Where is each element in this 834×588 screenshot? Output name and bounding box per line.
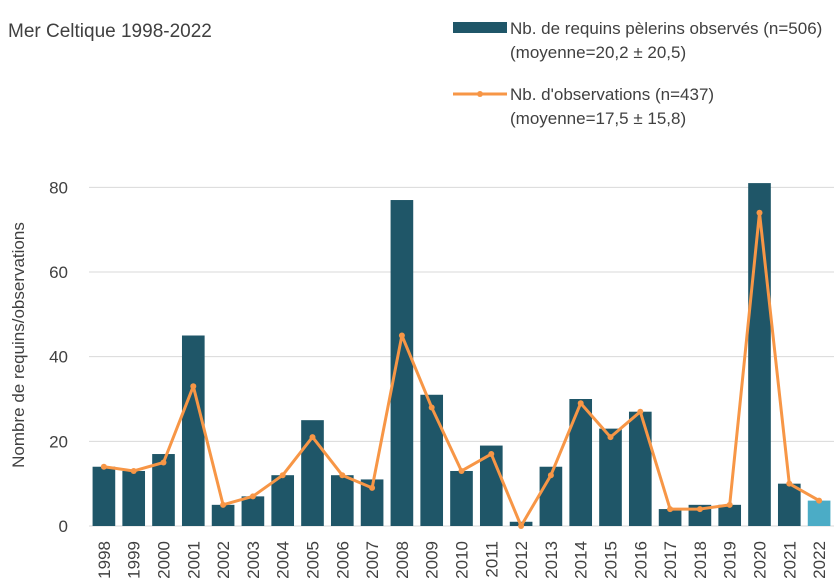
bar xyxy=(211,504,235,526)
line-marker xyxy=(100,463,107,470)
x-tick-label: 2013 xyxy=(542,541,561,579)
x-tick-label: 1999 xyxy=(125,541,144,579)
line-marker xyxy=(190,383,197,390)
line-marker xyxy=(607,434,614,441)
x-tick-label: 2007 xyxy=(363,541,382,579)
line-marker xyxy=(458,467,465,474)
line-marker xyxy=(726,501,733,508)
line-marker xyxy=(398,332,405,339)
line-marker xyxy=(816,497,823,504)
bar xyxy=(181,335,205,526)
line-marker xyxy=(249,493,256,500)
bar xyxy=(569,399,593,526)
line-marker xyxy=(696,506,703,513)
x-tick-label: 2020 xyxy=(751,541,770,579)
line-marker xyxy=(518,523,525,529)
bar xyxy=(330,475,354,526)
x-tick-label: 2000 xyxy=(155,541,174,579)
bar xyxy=(658,509,682,526)
bar xyxy=(122,470,146,526)
legend-swatch xyxy=(453,22,507,33)
bar xyxy=(92,466,116,526)
x-tick-label: 2009 xyxy=(423,541,442,579)
y-tick-label: 0 xyxy=(59,517,68,536)
bar xyxy=(777,483,801,526)
line-marker xyxy=(130,467,137,474)
x-tick-label: 2003 xyxy=(244,541,263,579)
x-tick-label: 1998 xyxy=(95,541,114,579)
x-tick-label: 2021 xyxy=(780,541,799,579)
line-marker xyxy=(369,484,376,491)
y-tick-label: 60 xyxy=(49,263,68,282)
x-tick-label: 2004 xyxy=(274,541,293,579)
bar xyxy=(152,454,175,526)
x-tick-label: 2018 xyxy=(691,541,710,579)
line-marker xyxy=(577,400,584,407)
y-tick-label: 80 xyxy=(49,178,68,197)
bar xyxy=(271,475,295,526)
y-tick-label: 20 xyxy=(49,432,68,451)
x-tick-label: 2012 xyxy=(512,541,531,579)
x-tick-label: 2014 xyxy=(572,541,591,579)
x-tick-label: 2019 xyxy=(721,541,740,579)
line-marker xyxy=(428,404,435,411)
x-tick-label: 2010 xyxy=(453,541,472,579)
bar xyxy=(420,394,444,526)
y-tick-label: 40 xyxy=(49,348,68,367)
bar xyxy=(539,466,563,526)
bar xyxy=(599,428,622,526)
legend-label: Nb. de requins pèlerins observés (n=506)… xyxy=(510,19,827,62)
x-tick-label: 2001 xyxy=(184,541,203,579)
x-tick-label: 2005 xyxy=(304,541,323,579)
line-marker xyxy=(547,472,554,479)
x-tick-label: 2022 xyxy=(810,541,829,579)
x-tick-label: 2015 xyxy=(602,541,621,579)
bar xyxy=(748,183,771,526)
x-tick-label: 2002 xyxy=(214,541,233,579)
line-marker xyxy=(488,451,495,458)
chart-title: Mer Celtique 1998-2022 xyxy=(8,21,212,42)
line-marker xyxy=(220,501,227,508)
bar xyxy=(241,496,265,526)
x-tick-label: 2006 xyxy=(333,541,352,579)
bar xyxy=(390,200,414,527)
line-marker xyxy=(786,480,793,487)
line-marker xyxy=(339,472,346,479)
x-tick-label: 2011 xyxy=(482,541,501,578)
line-marker xyxy=(279,472,286,479)
line-marker xyxy=(637,408,644,415)
line-marker xyxy=(756,209,763,216)
legend-marker xyxy=(477,91,483,97)
line-marker xyxy=(667,506,674,513)
x-tick-label: 2016 xyxy=(631,541,650,579)
x-tick-label: 2017 xyxy=(661,541,680,579)
legend-label: Nb. d'observations (n=437) (moyenne=17,5… xyxy=(510,85,719,128)
bar xyxy=(628,411,652,526)
bar xyxy=(718,504,742,526)
line-marker xyxy=(160,459,167,466)
bar xyxy=(807,500,831,526)
y-axis-label: Nombre de requins/observations xyxy=(9,222,28,468)
bar xyxy=(450,470,473,526)
x-tick-label: 2008 xyxy=(393,541,412,579)
line-marker xyxy=(309,434,316,441)
bar xyxy=(360,479,384,526)
